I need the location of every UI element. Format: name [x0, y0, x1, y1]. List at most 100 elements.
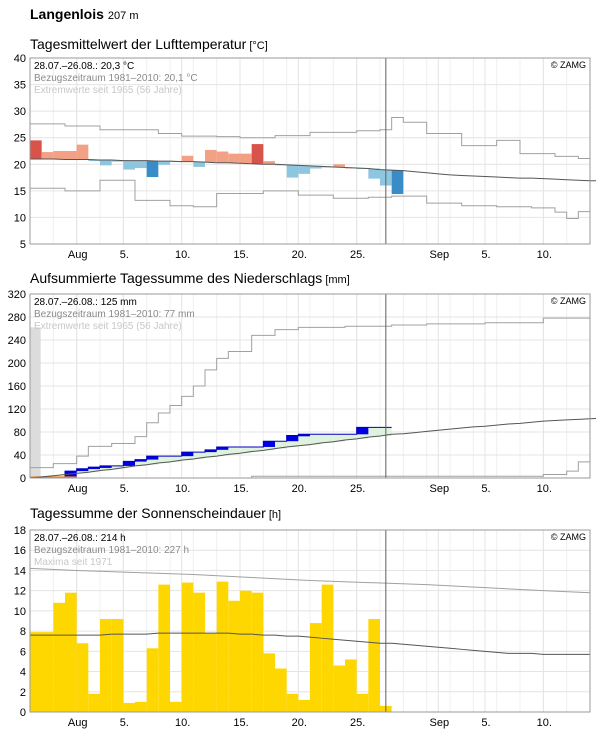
y-tick-label: 4 [20, 667, 26, 679]
sun-unit: [h] [268, 509, 282, 521]
precip-daily-bar [181, 452, 194, 457]
x-tick-label: 20. [292, 717, 307, 729]
sun-bar [170, 701, 182, 712]
precip-daily-bar [205, 449, 217, 453]
copyright-label: © ZAMG [551, 60, 586, 70]
x-tick-label: Sep [430, 717, 450, 729]
precip-daily-bar [298, 434, 310, 437]
sun-bar [286, 693, 299, 712]
precip-daily-bar [76, 468, 89, 472]
temperature-unit: [°C] [249, 40, 268, 52]
y-tick-label: 0 [20, 707, 26, 719]
info-line-2: Bezugszeitraum 1981–2010: 227 h [34, 545, 189, 556]
y-tick-label: 40 [14, 53, 26, 65]
info-line-2: Bezugszeitraum 1981–2010: 77 mm [34, 309, 195, 320]
temperature-bar [286, 164, 299, 178]
x-tick-label: 15. [233, 483, 248, 495]
x-tick-label: 5. [481, 483, 490, 495]
sun-bar [310, 623, 322, 712]
precip-daily-bar [135, 459, 147, 462]
temperature-bar [251, 144, 264, 164]
info-line-1: 28.07.–26.08.: 214 h [34, 533, 126, 544]
temperature-bar [100, 160, 112, 166]
extreme-max-line [30, 315, 591, 469]
climate-cumsum-line [29, 417, 596, 479]
copyright-label: © ZAMG [551, 532, 586, 542]
precip-daily-bar [100, 465, 112, 468]
y-tick-label: 2 [20, 687, 26, 699]
extreme-max-line [30, 117, 590, 159]
sun-bar [76, 643, 89, 712]
x-tick-label: 20. [292, 483, 307, 495]
sun-bar [65, 592, 77, 712]
sun-bar [345, 659, 357, 712]
x-tick-label: 10. [537, 483, 552, 495]
sun-bar [100, 618, 112, 712]
y-tick-label: 10 [14, 606, 26, 618]
y-tick-label: 80 [14, 427, 26, 439]
precip-daily-bar [263, 441, 275, 447]
x-tick-label: 5. [120, 717, 129, 729]
info-line-1: 28.07.–26.08.: 125 mm [34, 297, 137, 308]
sun-title: Tagessumme der Sonnenscheindauer [30, 505, 266, 521]
temperature-bar [391, 170, 404, 195]
temperature-bar [135, 160, 147, 169]
precip-surplus-area [30, 427, 392, 478]
temperature-panel-title: Tagesmittelwert der Lufttemperatur [°C] [30, 36, 268, 52]
sun-bar [228, 600, 240, 712]
precip-title: Aufsummierte Tagessumme des Niederschlag… [30, 270, 323, 286]
sun-panel-title: Tagessumme der Sonnenscheindauer [h] [30, 505, 281, 521]
temperature-bar [53, 151, 65, 159]
x-tick-label: Aug [68, 249, 88, 261]
info-line-1: 28.07.–26.08.: 20,3 °C [34, 61, 134, 72]
precip-daily-bar [65, 471, 77, 478]
sun-bar [356, 693, 369, 712]
x-tick-label: 10. [537, 249, 552, 261]
sun-bar [240, 590, 252, 712]
sun-bar [251, 592, 264, 712]
y-tick-label: 15 [14, 186, 26, 198]
precip-daily-bar [216, 446, 229, 450]
precip-daily-bar [286, 435, 299, 442]
y-tick-label: 160 [8, 381, 26, 393]
x-tick-label: 10. [175, 717, 190, 729]
x-tick-label: Sep [430, 483, 450, 495]
sun-bar [263, 653, 275, 712]
y-tick-label: 18 [14, 525, 26, 537]
temperature-bar [65, 151, 77, 160]
x-tick-label: 5. [481, 717, 490, 729]
sunshine-chart: 0 2 4 6 8 10 12 14 16 18 Aug 5. 10. 15. 20. 25. Sep 5. 10.… [14, 525, 591, 729]
y-tick-label: 10 [14, 212, 26, 224]
sun-bar [333, 665, 345, 712]
precip-cumulative-line [30, 426, 392, 479]
extreme-min-line [30, 179, 590, 219]
y-tick-label: 240 [8, 335, 26, 347]
copyright-label: © ZAMG [551, 296, 586, 306]
x-tick-label: 15. [233, 717, 248, 729]
x-tick-label: Sep [430, 249, 450, 261]
y-tick-label: 25 [14, 133, 26, 145]
sun-bar [298, 699, 310, 712]
precip-panel-title: Aufsummierte Tagessumme des Niederschlag… [30, 270, 350, 286]
x-tick-label: 5. [120, 249, 129, 261]
sun-bar [111, 618, 124, 712]
temperature-bar [111, 160, 124, 162]
climate-mean-line [30, 158, 596, 182]
temperature-bar [310, 165, 322, 169]
precip-unit: [mm] [325, 274, 350, 286]
temperature-title: Tagesmittelwert der Lufttemperatur [30, 36, 247, 52]
precipitation-chart: 0 40 80 120 160 200 240 280 320 Aug 5. 10. 15. 20. 25.… [8, 289, 596, 495]
y-tick-label: 20 [14, 159, 26, 171]
x-tick-label: Aug [68, 717, 88, 729]
temperature-bar [368, 168, 380, 179]
y-tick-label: 280 [8, 312, 26, 324]
temperature-chart: 5 10 15 20 25 30 35 40 Aug 5. 10. 15. 20. 25. Sep 5. 10.… [14, 53, 596, 261]
temperature-bar [30, 140, 42, 159]
x-tick-label: Aug [68, 483, 88, 495]
temperature-bar [216, 151, 229, 163]
precip-daily-bar [88, 467, 100, 470]
y-tick-label: 6 [20, 646, 26, 658]
y-tick-label: 320 [8, 289, 26, 301]
precip-daily-bar [123, 461, 135, 466]
temperature-bar [193, 161, 205, 167]
